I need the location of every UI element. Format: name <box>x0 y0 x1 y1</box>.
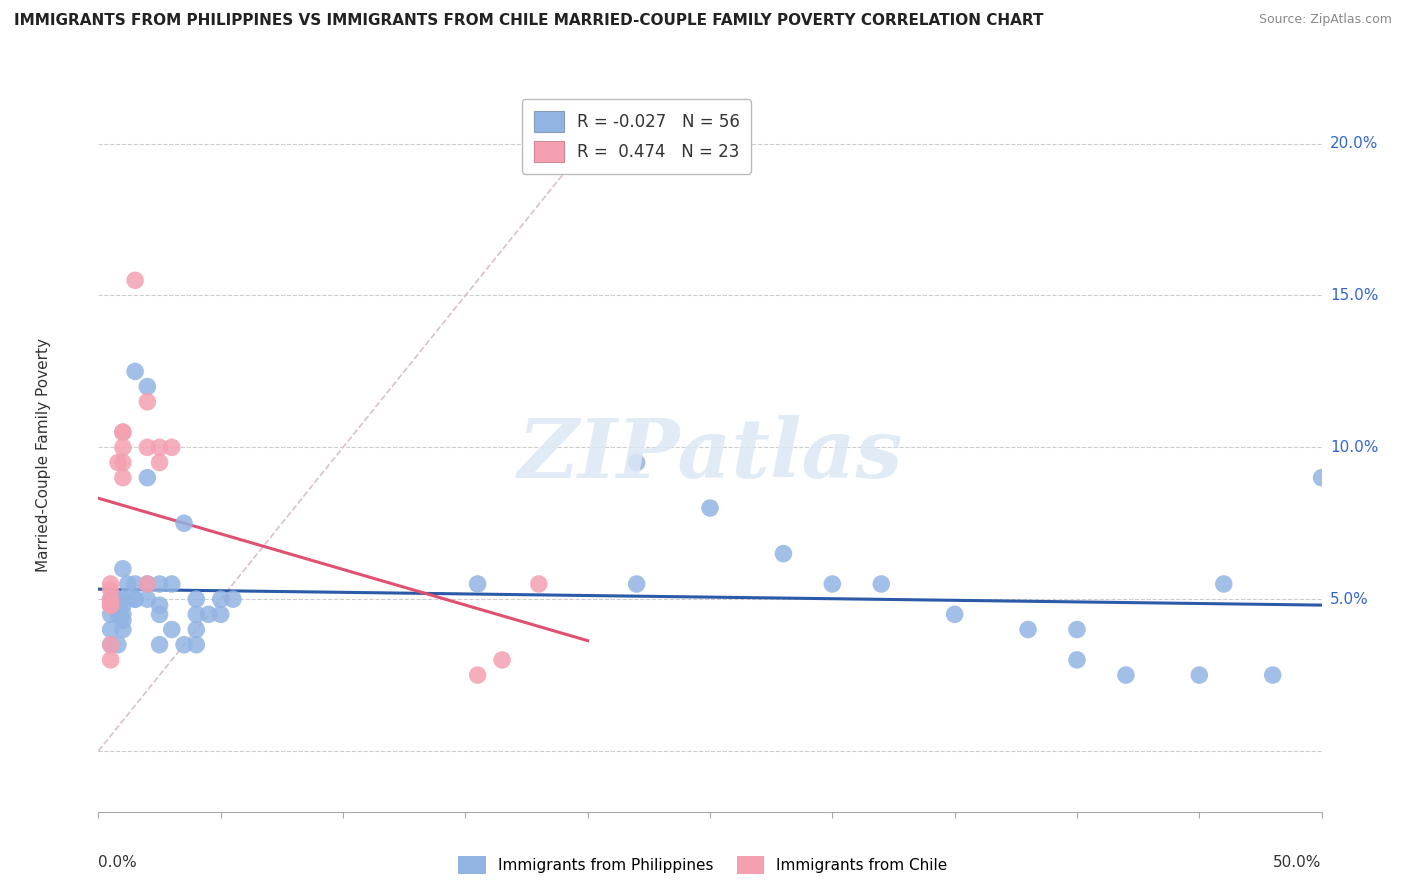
Point <box>1261 668 1284 682</box>
Legend: Immigrants from Philippines, Immigrants from Chile: Immigrants from Philippines, Immigrants … <box>453 850 953 880</box>
Point <box>173 638 195 652</box>
Point <box>1066 623 1088 637</box>
Text: 5.0%: 5.0% <box>1330 591 1368 607</box>
Point <box>111 592 134 607</box>
Point <box>186 592 208 607</box>
Point <box>699 501 721 516</box>
Point <box>111 607 134 622</box>
Text: 15.0%: 15.0% <box>1330 288 1378 303</box>
Point <box>136 592 159 607</box>
Point <box>100 607 122 622</box>
Point <box>186 607 208 622</box>
Point <box>160 440 183 454</box>
Point <box>222 592 245 607</box>
Text: 50.0%: 50.0% <box>1274 855 1322 870</box>
Point <box>124 273 146 287</box>
Point <box>136 577 159 591</box>
Text: Source: ZipAtlas.com: Source: ZipAtlas.com <box>1258 13 1392 27</box>
Point <box>100 638 122 652</box>
Point <box>943 607 966 622</box>
Point <box>149 577 172 591</box>
Point <box>136 471 159 485</box>
Point <box>1115 668 1137 682</box>
Point <box>149 456 172 470</box>
Point <box>111 456 134 470</box>
Point <box>100 638 122 652</box>
Point <box>821 577 844 591</box>
Point <box>107 456 129 470</box>
Point <box>1212 577 1234 591</box>
Point <box>197 607 219 622</box>
Text: Married-Couple Family Poverty: Married-Couple Family Poverty <box>37 338 51 572</box>
Point <box>136 577 159 591</box>
Text: 0.0%: 0.0% <box>98 855 138 870</box>
Point <box>870 577 893 591</box>
Point <box>124 592 146 607</box>
Point <box>209 607 232 622</box>
Point <box>160 623 183 637</box>
Point <box>160 577 183 591</box>
Point <box>124 592 146 607</box>
Point <box>124 577 146 591</box>
Point <box>527 577 550 591</box>
Point <box>111 623 134 637</box>
Point <box>107 638 129 652</box>
Point <box>1188 668 1211 682</box>
Point <box>100 653 122 667</box>
Point <box>111 592 134 607</box>
Text: 20.0%: 20.0% <box>1330 136 1378 151</box>
Point <box>136 379 159 393</box>
Point <box>111 440 134 454</box>
Point <box>186 638 208 652</box>
Point <box>100 582 122 597</box>
Point <box>124 364 146 378</box>
Point <box>111 614 134 628</box>
Point <box>111 425 134 439</box>
Text: IMMIGRANTS FROM PHILIPPINES VS IMMIGRANTS FROM CHILE MARRIED-COUPLE FAMILY POVER: IMMIGRANTS FROM PHILIPPINES VS IMMIGRANT… <box>14 13 1043 29</box>
Point <box>626 456 648 470</box>
Point <box>107 607 129 622</box>
Point <box>149 440 172 454</box>
Point <box>186 623 208 637</box>
Point <box>100 592 122 607</box>
Point <box>100 599 122 613</box>
Point <box>626 577 648 591</box>
Text: ZIPatlas: ZIPatlas <box>517 415 903 495</box>
Point <box>467 577 489 591</box>
Text: 10.0%: 10.0% <box>1330 440 1378 455</box>
Point <box>772 547 794 561</box>
Point <box>111 562 134 576</box>
Point <box>100 599 122 613</box>
Point <box>136 394 159 409</box>
Point <box>209 592 232 607</box>
Point <box>1310 471 1333 485</box>
Point <box>100 577 122 591</box>
Point <box>173 516 195 531</box>
Point <box>149 599 172 613</box>
Point <box>100 599 122 613</box>
Point <box>1017 623 1039 637</box>
Point <box>136 440 159 454</box>
Point <box>149 607 172 622</box>
Point <box>111 471 134 485</box>
Point <box>491 653 513 667</box>
Point <box>1066 653 1088 667</box>
Point <box>100 592 122 607</box>
Point <box>111 599 134 613</box>
Point <box>100 623 122 637</box>
Legend: R = -0.027   N = 56, R =  0.474   N = 23: R = -0.027 N = 56, R = 0.474 N = 23 <box>522 99 751 174</box>
Point <box>111 425 134 439</box>
Point <box>467 668 489 682</box>
Point <box>101 592 124 607</box>
Point <box>149 638 172 652</box>
Point <box>117 577 139 591</box>
